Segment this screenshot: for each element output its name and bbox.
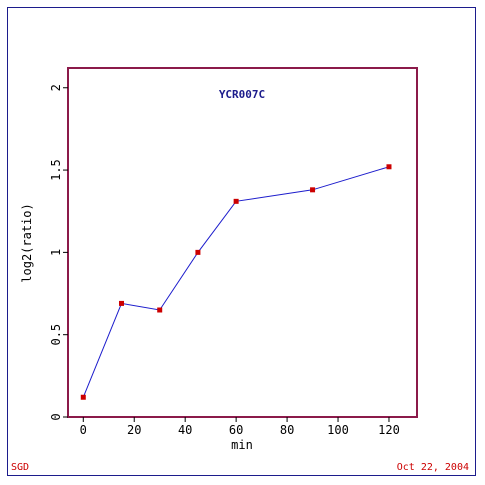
footer-source: SGD <box>11 462 30 473</box>
data-point <box>118 300 124 306</box>
data-point <box>80 394 86 400</box>
x-tick-label: 40 <box>178 423 192 437</box>
data-point <box>195 249 201 255</box>
x-tick-label: 80 <box>280 423 294 437</box>
x-tick-label: 60 <box>229 423 243 437</box>
data-point <box>310 187 316 193</box>
y-axis-label: log2(ratio) <box>20 203 34 282</box>
data-point <box>233 198 239 204</box>
y-tick-label: 0 <box>49 413 63 420</box>
footer-date: Oct 22, 2004 <box>396 462 469 473</box>
data-point <box>386 164 392 170</box>
data-point <box>157 307 163 313</box>
x-tick-label: 100 <box>327 423 349 437</box>
outer-frame <box>7 7 476 476</box>
y-tick-label: 2 <box>49 84 63 91</box>
y-tick-label: 1.5 <box>49 159 63 181</box>
chart-title: YCR007C <box>219 88 265 101</box>
x-tick-label: 0 <box>80 423 87 437</box>
x-axis-label: min <box>231 438 253 452</box>
x-tick-label: 20 <box>127 423 141 437</box>
plot-area <box>67 67 418 418</box>
y-tick-label: 0.5 <box>49 324 63 346</box>
y-tick-label: 1 <box>49 249 63 256</box>
x-tick-label: 120 <box>378 423 400 437</box>
